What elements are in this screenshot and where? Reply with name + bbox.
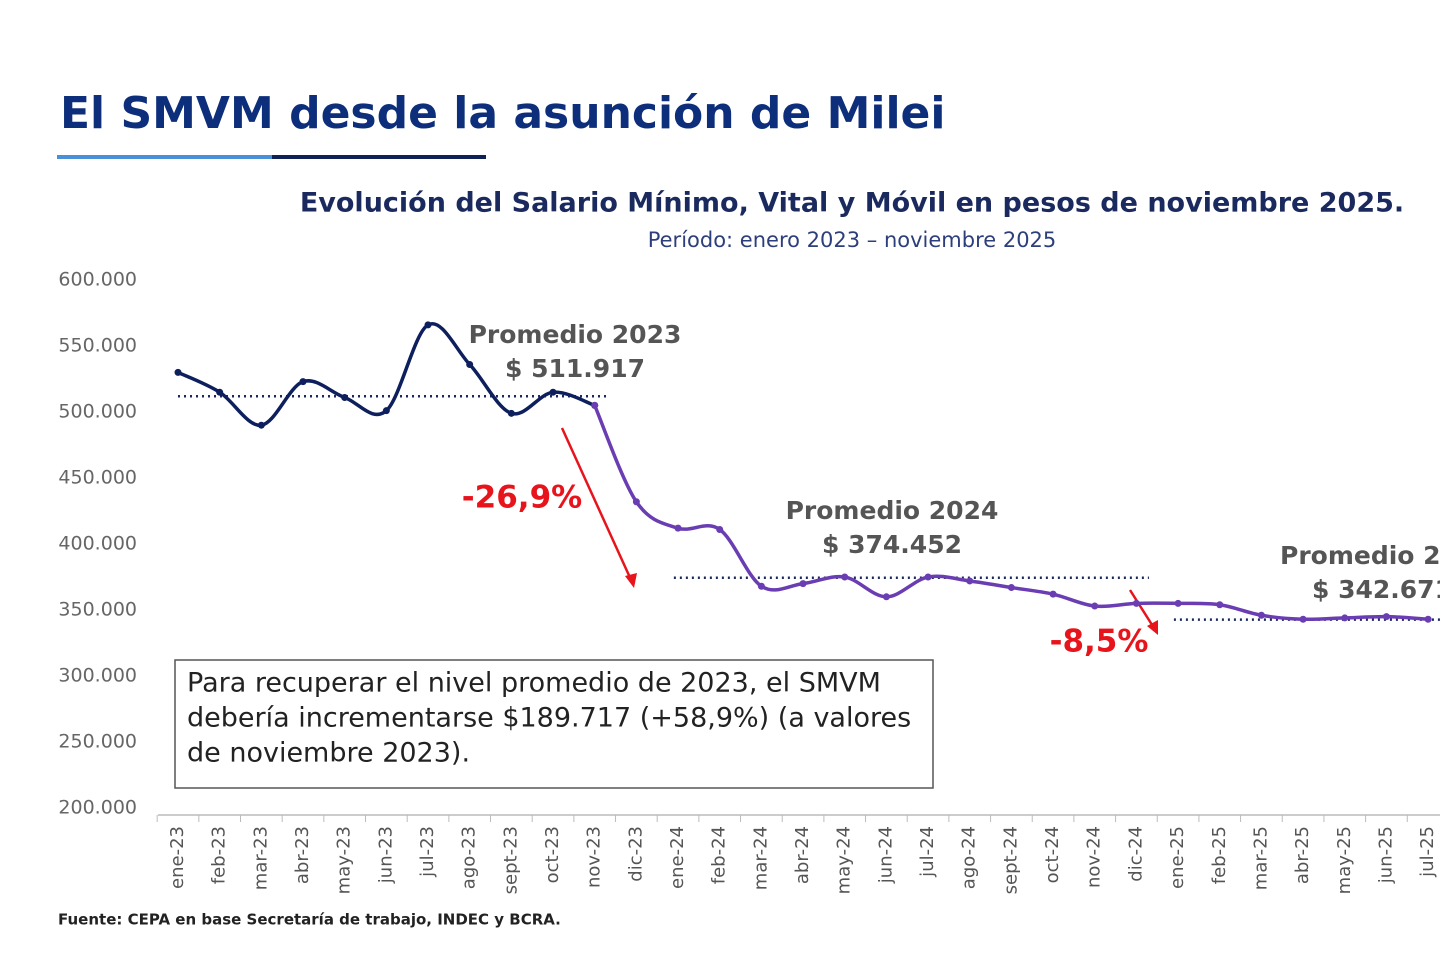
point <box>299 378 307 386</box>
x-tick-label: oct-24 <box>1042 826 1063 883</box>
x-tick-label: mar-25 <box>1250 826 1271 890</box>
chart-title: Evolución del Salario Mínimo, Vital y Mó… <box>300 188 1404 219</box>
arrow-head <box>1147 620 1158 635</box>
note-line: debería incrementarse $189.717 (+58,9%) … <box>187 703 911 734</box>
x-tick-label: jun-24 <box>875 826 896 884</box>
point <box>882 593 890 601</box>
y-tick-label: 600.000 <box>58 269 137 291</box>
x-tick-label: ago-24 <box>959 826 980 889</box>
point <box>1257 611 1265 619</box>
series-line <box>177 322 596 427</box>
point <box>1132 599 1140 607</box>
point <box>1299 615 1307 623</box>
x-tick-label: ene-25 <box>1167 826 1188 889</box>
point <box>549 388 557 396</box>
x-tick-label: jul-25 <box>1417 826 1438 878</box>
x-tick-label: feb-25 <box>1209 826 1230 884</box>
x-tick-label: oct-23 <box>542 826 563 883</box>
point <box>382 407 390 415</box>
x-tick-label: jun-25 <box>1375 826 1396 884</box>
x-tick-label: ago-23 <box>459 826 480 889</box>
point <box>1091 602 1099 610</box>
x-tick-label: jul-23 <box>417 826 438 878</box>
x-tick-label: may-23 <box>334 826 355 894</box>
arrow-head <box>625 573 637 588</box>
y-tick-label: 450.000 <box>58 467 137 489</box>
y-tick-label: 250.000 <box>58 731 137 753</box>
x-tick-label: mar-23 <box>250 826 271 890</box>
point <box>1424 615 1432 623</box>
average-label: Promedio 2023 <box>469 320 682 349</box>
x-tick-label: feb-24 <box>709 826 730 884</box>
y-tick-label: 550.000 <box>58 335 137 357</box>
average-label: Promedio 2024 <box>786 496 999 525</box>
x-tick-label: sept-24 <box>1000 826 1021 894</box>
x-tick-label: dic-23 <box>625 826 646 882</box>
x-tick-label: abr-25 <box>1292 826 1313 884</box>
average-label: Promedio 20 <box>1280 541 1440 570</box>
note-line: Para recuperar el nivel promedio de 2023… <box>187 668 881 699</box>
point <box>174 368 182 376</box>
point <box>841 573 849 581</box>
y-tick-label: 400.000 <box>58 533 137 555</box>
point <box>591 401 599 409</box>
x-tick-label: feb-23 <box>209 826 230 884</box>
x-tick-label: abr-23 <box>292 826 313 884</box>
average-value: $ 511.917 <box>505 354 645 383</box>
point <box>924 573 932 581</box>
point <box>674 524 682 532</box>
change-label: -8,5% <box>1050 624 1149 660</box>
point <box>1007 584 1015 592</box>
y-tick-label: 200.000 <box>58 797 137 819</box>
point <box>1216 601 1224 609</box>
note-box <box>174 659 934 789</box>
x-tick-label: nov-23 <box>584 826 605 888</box>
point <box>1174 599 1182 607</box>
x-tick-label: ene-23 <box>167 826 188 889</box>
x-tick-label: abr-24 <box>792 826 813 884</box>
chart-subtitle: Período: enero 2023 – noviembre 2025 <box>648 228 1057 252</box>
y-tick-label: 300.000 <box>58 665 137 687</box>
arrow <box>1128 589 1156 629</box>
note-line: de noviembre 2023). <box>187 738 470 769</box>
source: Fuente: CEPA en base Secretaría de traba… <box>58 911 561 929</box>
y-tick-label: 500.000 <box>58 401 137 423</box>
point <box>716 525 724 533</box>
x-tick-label: nov-24 <box>1084 826 1105 888</box>
point <box>341 393 349 401</box>
x-tick-label: jul-24 <box>917 826 938 878</box>
point <box>466 360 474 368</box>
x-tick-label: dic-24 <box>1125 826 1146 882</box>
page-title: El SMVM desde la asunción de Milei <box>60 88 945 139</box>
point <box>799 580 807 588</box>
point <box>1341 614 1349 622</box>
point <box>507 409 515 417</box>
average-value: $ 342.671 <box>1312 575 1440 604</box>
x-tick-label: jun-23 <box>375 826 396 884</box>
point <box>424 321 432 329</box>
point <box>632 498 640 506</box>
x-tick-label: may-25 <box>1334 826 1355 894</box>
point <box>1049 590 1057 598</box>
point <box>1382 613 1390 621</box>
x-tick-label: sept-23 <box>500 826 521 894</box>
y-tick-label: 350.000 <box>58 599 137 621</box>
point <box>257 421 265 429</box>
x-tick-label: ene-24 <box>667 826 688 889</box>
point <box>216 388 224 396</box>
x-tick-label: mar-24 <box>750 826 771 890</box>
x-tick-label: may-24 <box>834 826 855 894</box>
change-label: -26,9% <box>462 480 582 516</box>
point <box>966 577 974 585</box>
point <box>757 582 765 590</box>
average-value: $ 374.452 <box>822 530 962 559</box>
arrow <box>560 427 634 583</box>
